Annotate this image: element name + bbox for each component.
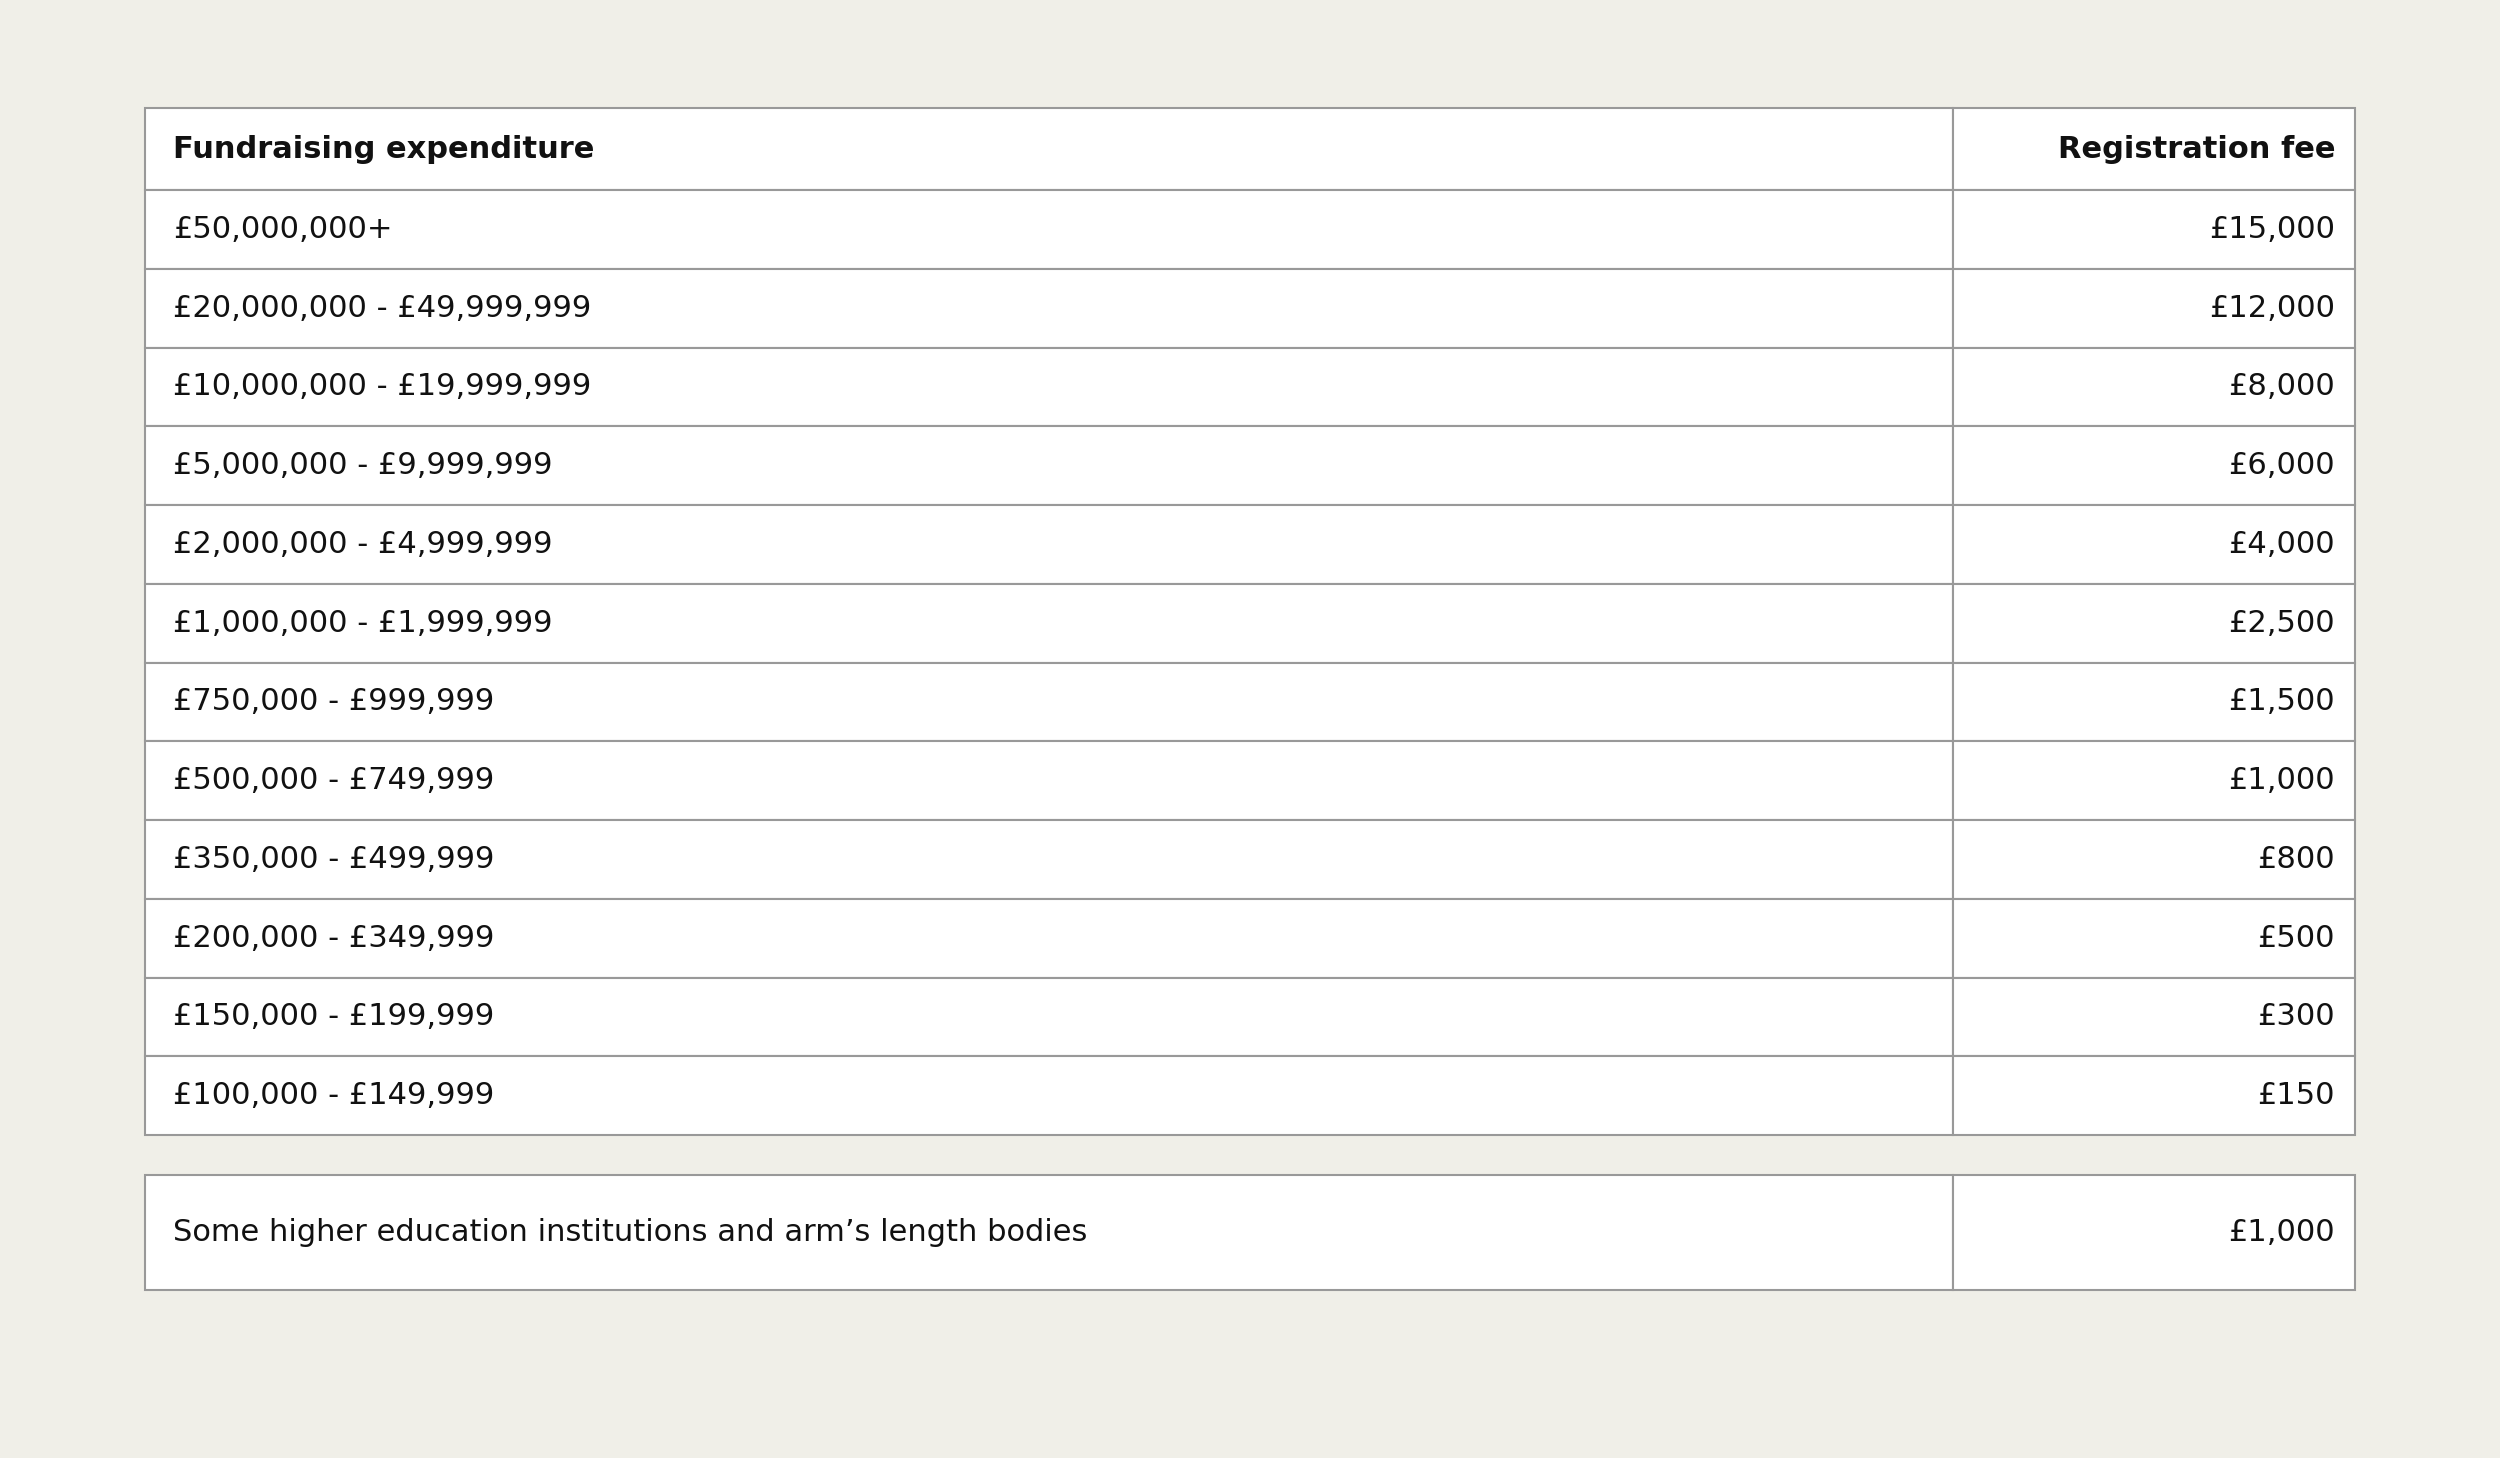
Bar [145,108,1952,190]
Text: Some higher education institutions and arm’s length bodies: Some higher education institutions and a… [173,1217,1088,1247]
Text: £300: £300 [2258,1003,2335,1031]
Text: Fundraising expenditure: Fundraising expenditure [173,134,595,163]
Text: £150,000 - £199,999: £150,000 - £199,999 [173,1003,495,1031]
Text: £500,000 - £749,999: £500,000 - £749,999 [173,765,495,795]
Text: £1,000: £1,000 [2228,1217,2335,1247]
Text: Registration fee: Registration fee [2058,134,2335,163]
Bar [145,268,1952,347]
Text: £20,000,000 - £49,999,999: £20,000,000 - £49,999,999 [173,293,592,322]
Bar [145,977,1952,1056]
Text: £2,000,000 - £4,999,999: £2,000,000 - £4,999,999 [173,529,552,558]
Text: £8,000: £8,000 [2228,372,2335,401]
Text: £50,000,000+: £50,000,000+ [173,214,392,243]
Text: £10,000,000 - £19,999,999: £10,000,000 - £19,999,999 [173,372,592,401]
Bar [145,426,1952,504]
Text: £150: £150 [2258,1082,2335,1110]
Bar [1952,347,2355,426]
Bar [145,819,1952,898]
Bar [1952,819,2355,898]
Bar [1952,190,2355,268]
Text: £1,500: £1,500 [2228,687,2335,716]
Text: £15,000: £15,000 [2210,214,2335,243]
Bar [145,1056,1952,1134]
Bar [1952,583,2355,662]
Text: £1,000: £1,000 [2228,765,2335,795]
Text: £100,000 - £149,999: £100,000 - £149,999 [173,1082,495,1110]
Bar [145,1175,1952,1290]
Bar [1952,504,2355,583]
Text: £500: £500 [2258,923,2335,952]
Bar [1952,898,2355,977]
Text: £6,000: £6,000 [2228,451,2335,480]
Bar [1952,108,2355,190]
Text: £1,000,000 - £1,999,999: £1,000,000 - £1,999,999 [173,608,552,637]
Bar [145,662,1952,741]
Bar [1952,977,2355,1056]
Text: £750,000 - £999,999: £750,000 - £999,999 [173,687,495,716]
Bar [1952,741,2355,819]
Bar [1952,426,2355,504]
Bar [145,741,1952,819]
Text: £5,000,000 - £9,999,999: £5,000,000 - £9,999,999 [173,451,552,480]
Text: £200,000 - £349,999: £200,000 - £349,999 [173,923,495,952]
Bar [145,898,1952,977]
Text: £350,000 - £499,999: £350,000 - £499,999 [173,844,495,873]
Bar [1952,1175,2355,1290]
Bar [1952,662,2355,741]
Bar [1952,268,2355,347]
Text: £2,500: £2,500 [2228,608,2335,637]
Bar [1952,1056,2355,1134]
Text: £4,000: £4,000 [2228,529,2335,558]
Bar [145,347,1952,426]
Text: £800: £800 [2258,844,2335,873]
Bar [145,190,1952,268]
Bar [145,504,1952,583]
Bar [145,583,1952,662]
Text: £12,000: £12,000 [2210,293,2335,322]
